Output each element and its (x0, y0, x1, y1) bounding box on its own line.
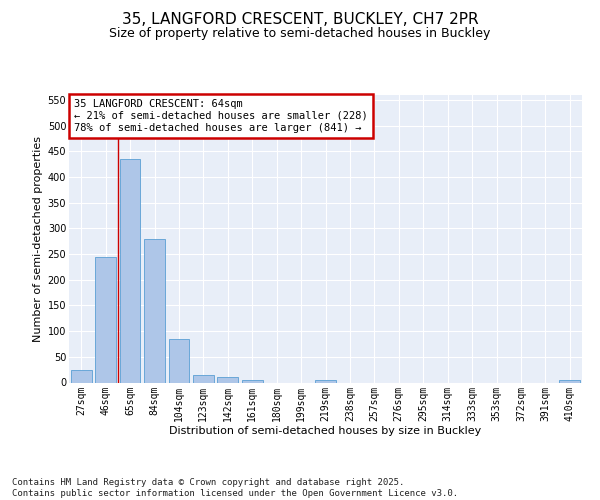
Bar (95, 256, 116, 382)
Bar (242, 380, 263, 382)
X-axis label: Distribution of semi-detached houses by size in Buckley: Distribution of semi-detached houses by … (169, 426, 482, 436)
Text: 35 LANGFORD CRESCENT: 64sqm
← 21% of semi-detached houses are smaller (228)
78% : 35 LANGFORD CRESCENT: 64sqm ← 21% of sem… (74, 100, 368, 132)
Bar (193, 375, 214, 382)
Y-axis label: Number of semi-detached properties: Number of semi-detached properties (34, 136, 43, 342)
Bar (315, 380, 336, 382)
Bar (559, 380, 580, 382)
Text: 35, LANGFORD CRESCENT, BUCKLEY, CH7 2PR: 35, LANGFORD CRESCENT, BUCKLEY, CH7 2PR (122, 12, 478, 28)
Bar (169, 339, 190, 382)
Text: Size of property relative to semi-detached houses in Buckley: Size of property relative to semi-detach… (109, 28, 491, 40)
Bar (71, 370, 92, 382)
Bar (119, 159, 140, 382)
Bar (144, 239, 165, 382)
Text: Contains HM Land Registry data © Crown copyright and database right 2025.
Contai: Contains HM Land Registry data © Crown c… (12, 478, 458, 498)
Bar (217, 378, 238, 382)
